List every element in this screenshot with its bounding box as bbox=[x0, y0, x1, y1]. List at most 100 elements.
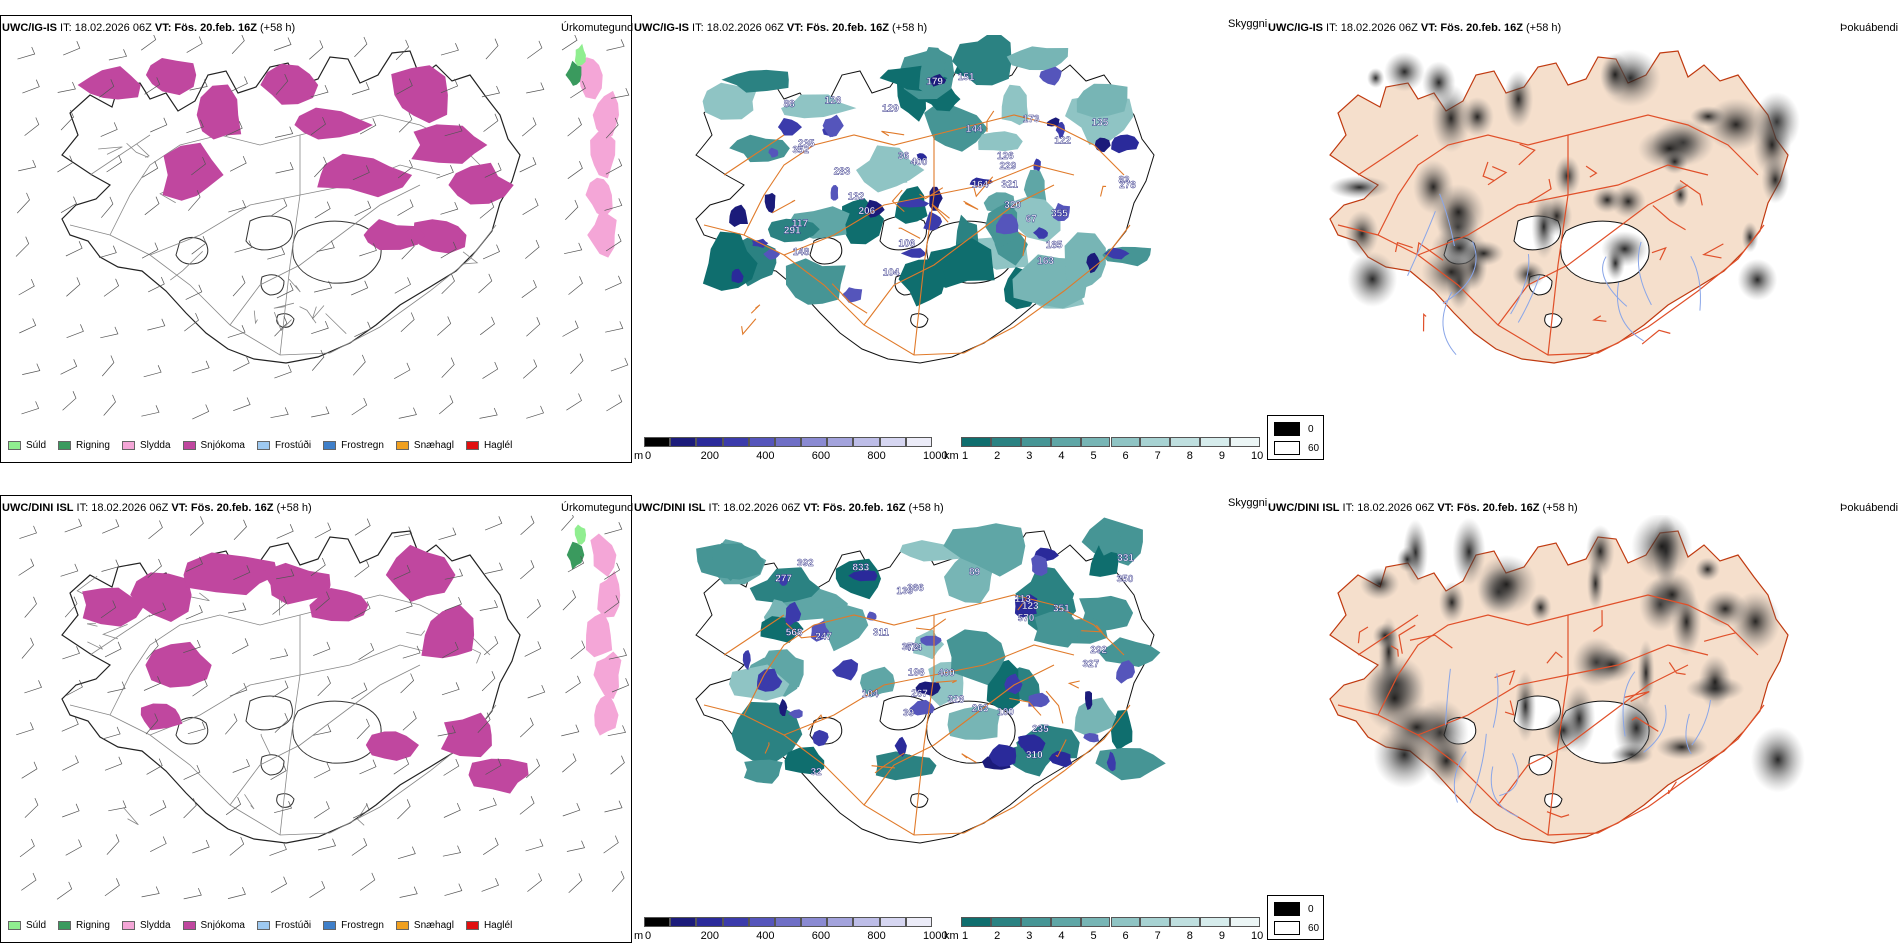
fog-indicator-area bbox=[1438, 581, 1466, 623]
wind-barb bbox=[440, 241, 457, 259]
wind-barb bbox=[99, 79, 115, 98]
legend-swatch bbox=[182, 441, 196, 450]
legend-label: Frostregn bbox=[341, 920, 384, 931]
wind-barb bbox=[16, 722, 34, 736]
fog-indicator-area bbox=[1531, 194, 1557, 260]
wind-barb bbox=[141, 886, 160, 898]
legend-swatch bbox=[8, 441, 21, 450]
ceiling-value-label: 126 bbox=[825, 95, 842, 106]
row2-vis-map[interactable]: 392 351 400 366 833 474 263 372 267 331 326 327 292 3… bbox=[634, 515, 1266, 907]
wind-barb bbox=[24, 117, 40, 136]
wind-barb bbox=[564, 242, 583, 255]
colorbar-segment bbox=[1110, 437, 1141, 447]
colorbar-segment bbox=[879, 917, 906, 927]
colorbar-segment bbox=[990, 437, 1021, 447]
road bbox=[871, 765, 895, 769]
low-visibility-area bbox=[978, 131, 1023, 152]
road bbox=[299, 306, 317, 324]
fog-indicator-area bbox=[1503, 70, 1534, 128]
river bbox=[1490, 766, 1519, 818]
road bbox=[919, 187, 944, 200]
road bbox=[931, 203, 950, 223]
wind-barb bbox=[104, 756, 123, 771]
row2-precip-map[interactable] bbox=[0, 515, 632, 907]
fog-indicator-area bbox=[1690, 105, 1727, 128]
fog-indicator-area bbox=[1600, 52, 1631, 97]
wind-barb bbox=[271, 198, 288, 216]
fog-indicator-area bbox=[1397, 546, 1418, 573]
wind-barb bbox=[189, 516, 204, 536]
wind-barb bbox=[561, 515, 574, 531]
row2-fog-map[interactable] bbox=[1268, 515, 1900, 907]
road bbox=[1527, 178, 1552, 204]
wind-barb bbox=[103, 278, 120, 297]
road bbox=[1592, 315, 1607, 322]
row1-precip-map[interactable] bbox=[0, 35, 632, 427]
low-ceiling-area bbox=[920, 635, 942, 646]
colorbar-tick: 8 bbox=[1186, 930, 1193, 942]
precip-legend-item: Frostúði bbox=[256, 920, 311, 931]
wind-barb bbox=[570, 640, 586, 660]
ceiling-value-label: 247 bbox=[815, 632, 832, 643]
wind-barb bbox=[479, 797, 497, 811]
wind-barb bbox=[62, 391, 77, 411]
wind-barb bbox=[400, 673, 415, 694]
row1-precip-legend: Súld Rigning Slydda Snjókoma Frostúði Frostre… bbox=[8, 440, 524, 451]
legend-swatch bbox=[58, 921, 72, 930]
low-ceiling-area bbox=[996, 214, 1019, 235]
river bbox=[1407, 211, 1436, 276]
wind-barb bbox=[402, 711, 417, 731]
ceiling-value-label: 83 bbox=[1119, 175, 1131, 186]
road bbox=[311, 305, 325, 320]
colorbar-tick: 10 bbox=[1251, 450, 1264, 462]
wind-barb bbox=[19, 318, 37, 334]
sleet-area bbox=[590, 131, 616, 179]
wind-barb bbox=[227, 325, 246, 338]
low-ceiling-area bbox=[1055, 121, 1066, 139]
low-ceiling-area bbox=[785, 601, 802, 627]
river bbox=[1622, 671, 1636, 737]
fog-indicator-area bbox=[1737, 258, 1778, 301]
road bbox=[1377, 594, 1759, 716]
low-visibility-area bbox=[1006, 46, 1069, 71]
road bbox=[764, 742, 770, 754]
road bbox=[1593, 610, 1603, 633]
wind-barb bbox=[484, 162, 502, 178]
road bbox=[973, 176, 994, 198]
road bbox=[1631, 716, 1659, 732]
low-visibility-area bbox=[702, 82, 757, 120]
low-ceiling-area bbox=[832, 659, 859, 681]
colorbar-tick: 800 bbox=[867, 930, 886, 942]
colorbar-segment bbox=[748, 437, 775, 447]
wind-barb bbox=[397, 159, 413, 179]
snow-area bbox=[391, 65, 448, 124]
wind-barb bbox=[442, 845, 461, 857]
fog-indicator-area bbox=[1345, 210, 1379, 258]
sleet-area bbox=[590, 533, 617, 577]
colorbar-segment bbox=[905, 917, 932, 927]
road bbox=[1100, 185, 1107, 197]
visibility-field bbox=[696, 517, 1166, 784]
colorbar-unit: m bbox=[634, 450, 644, 462]
row1-fog-map[interactable] bbox=[1268, 35, 1900, 427]
legend-swatch bbox=[182, 921, 196, 930]
wind-barb bbox=[273, 37, 292, 51]
ceiling-value-label: 144 bbox=[966, 124, 983, 135]
wind-barb bbox=[522, 198, 539, 216]
legend-label: Snæhagl bbox=[413, 920, 454, 931]
snow-area bbox=[421, 604, 475, 659]
wind-barb bbox=[18, 278, 35, 296]
fog-indicator-area bbox=[1655, 734, 1708, 760]
wind-barb bbox=[100, 600, 117, 619]
low-visibility-area bbox=[943, 523, 1026, 577]
colorbar-tick: 7 bbox=[1154, 930, 1161, 942]
road bbox=[961, 753, 977, 764]
drizzle-area bbox=[574, 43, 586, 67]
wind-barb bbox=[444, 596, 462, 611]
iceland-coastline bbox=[61, 50, 521, 364]
wind-barb bbox=[272, 596, 288, 615]
row1-vis-map[interactable]: 129 144 135 36 173 278 88 83 132 185 229 291 355 352 1… bbox=[634, 35, 1266, 427]
wind-barb bbox=[394, 277, 411, 294]
snow-area bbox=[162, 142, 224, 201]
rivers bbox=[1407, 193, 1701, 355]
